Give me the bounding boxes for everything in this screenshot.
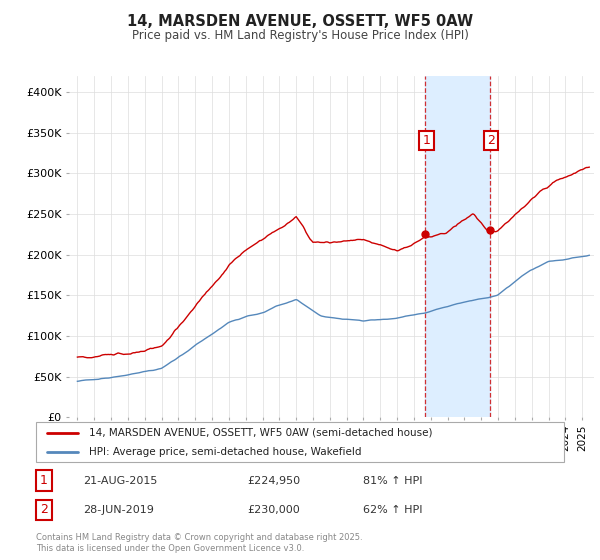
Text: 21-AUG-2015: 21-AUG-2015 [83, 475, 158, 486]
Text: £224,950: £224,950 [247, 475, 301, 486]
Text: 2: 2 [40, 503, 48, 516]
Text: 14, MARSDEN AVENUE, OSSETT, WF5 0AW: 14, MARSDEN AVENUE, OSSETT, WF5 0AW [127, 14, 473, 29]
Text: £230,000: £230,000 [247, 505, 300, 515]
Text: 62% ↑ HPI: 62% ↑ HPI [364, 505, 423, 515]
Text: Price paid vs. HM Land Registry's House Price Index (HPI): Price paid vs. HM Land Registry's House … [131, 29, 469, 42]
FancyBboxPatch shape [36, 422, 564, 462]
Text: 14, MARSDEN AVENUE, OSSETT, WF5 0AW (semi-detached house): 14, MARSDEN AVENUE, OSSETT, WF5 0AW (sem… [89, 428, 432, 438]
Bar [425, 76, 490, 417]
Text: 1: 1 [422, 134, 430, 147]
Text: 81% ↑ HPI: 81% ↑ HPI [364, 475, 423, 486]
Text: Contains HM Land Registry data © Crown copyright and database right 2025.
This d: Contains HM Land Registry data © Crown c… [36, 533, 362, 553]
Text: 1: 1 [40, 474, 48, 487]
Text: 2: 2 [487, 134, 495, 147]
Text: 28-JUN-2019: 28-JUN-2019 [83, 505, 154, 515]
Text: HPI: Average price, semi-detached house, Wakefield: HPI: Average price, semi-detached house,… [89, 447, 361, 457]
